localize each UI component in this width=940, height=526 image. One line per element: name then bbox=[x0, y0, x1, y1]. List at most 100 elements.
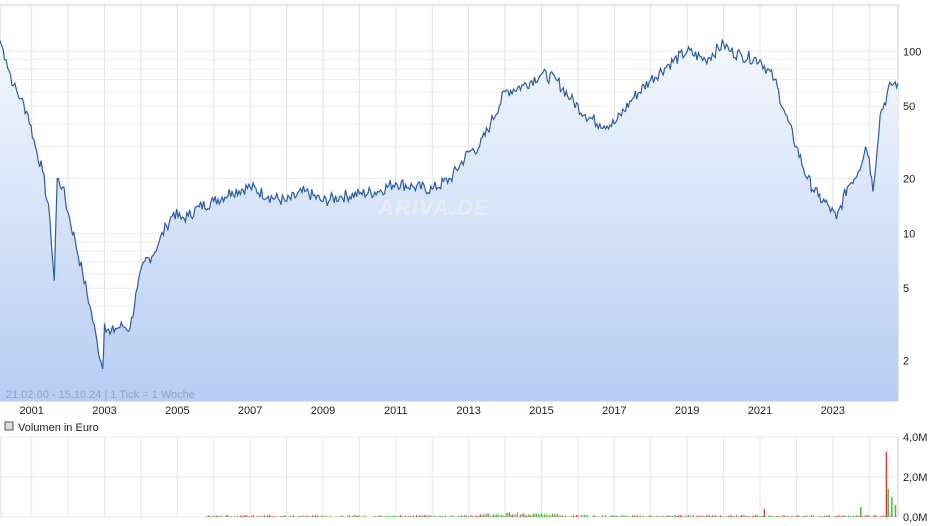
volume-bar bbox=[488, 513, 490, 517]
volume-bar bbox=[804, 515, 806, 517]
volume-bar bbox=[864, 516, 866, 517]
volume-bar bbox=[470, 514, 472, 517]
volume-bar bbox=[206, 515, 208, 517]
volume-bar bbox=[320, 516, 322, 517]
volume-bar bbox=[457, 515, 459, 517]
x-tick-2009: 2009 bbox=[311, 405, 335, 417]
volume-bar bbox=[640, 515, 642, 517]
volume-bar bbox=[460, 515, 462, 517]
volume-bar bbox=[529, 514, 531, 517]
volume-bar bbox=[707, 515, 709, 517]
volume-bar bbox=[544, 514, 546, 517]
volume-legend-icon[interactable] bbox=[4, 421, 14, 431]
volume-bar bbox=[262, 515, 264, 517]
volume-bar bbox=[556, 513, 558, 517]
volume-bar bbox=[283, 515, 285, 517]
volume-bar bbox=[478, 515, 480, 517]
volume-bar bbox=[667, 515, 669, 517]
volume-legend-label: Volumen in Euro bbox=[18, 422, 99, 434]
volume-bar bbox=[238, 516, 240, 517]
volume-bar bbox=[241, 515, 243, 517]
volume-bar bbox=[688, 514, 690, 517]
volume-bar bbox=[792, 516, 794, 517]
volume-bar bbox=[531, 515, 533, 517]
volume-bar bbox=[812, 515, 814, 517]
volume-bar bbox=[523, 512, 525, 517]
volume-bar bbox=[838, 515, 840, 517]
volume-bar bbox=[777, 515, 779, 517]
volume-y-ticks: 4,0M 2,0M 0,0M bbox=[903, 432, 927, 524]
volume-bar bbox=[355, 515, 357, 517]
volume-bar bbox=[646, 516, 648, 517]
volume-bar bbox=[384, 516, 386, 517]
volume-bar bbox=[595, 516, 597, 517]
volume-bar bbox=[449, 516, 451, 517]
volume-bar bbox=[622, 514, 624, 517]
volume-bar bbox=[212, 515, 214, 517]
volume-bar bbox=[552, 513, 554, 517]
volume-bar bbox=[787, 515, 789, 517]
volume-bar bbox=[825, 515, 827, 517]
volume-bar bbox=[692, 515, 694, 517]
volume-bar bbox=[747, 516, 749, 517]
volume-bar bbox=[712, 515, 714, 517]
volume-bar bbox=[289, 515, 291, 517]
volume-bar bbox=[324, 516, 326, 517]
volume-bar bbox=[304, 516, 306, 517]
volume-bar bbox=[310, 515, 312, 517]
volume-y-tick-0,0M: 0,0M bbox=[903, 512, 927, 524]
volume-bar bbox=[427, 515, 429, 517]
volume-bar bbox=[416, 514, 418, 517]
volume-bar bbox=[827, 515, 829, 517]
volume-bar bbox=[699, 515, 701, 517]
volume-bar bbox=[209, 516, 211, 517]
volume-bar bbox=[291, 516, 293, 517]
volume-bar bbox=[380, 515, 382, 517]
volume-bar bbox=[564, 515, 566, 517]
volume-bar bbox=[854, 515, 856, 517]
volume-bar bbox=[353, 514, 355, 517]
volume-bar bbox=[668, 516, 670, 517]
volume-bar bbox=[784, 515, 786, 517]
volume-bar bbox=[364, 516, 366, 517]
volume-bar bbox=[616, 515, 618, 517]
volume-bar bbox=[548, 515, 550, 517]
volume-bar bbox=[686, 515, 688, 517]
volume-bar bbox=[883, 515, 885, 517]
price-area bbox=[0, 39, 898, 402]
volume-bar bbox=[801, 516, 803, 517]
volume-bar bbox=[856, 515, 858, 517]
price-y-ticks: 100 50 20 10 5 2 bbox=[903, 46, 921, 367]
volume-bar bbox=[585, 515, 587, 517]
volume-bar bbox=[887, 489, 889, 517]
volume-bar bbox=[214, 515, 216, 517]
volume-bar bbox=[443, 516, 445, 517]
volume-bar bbox=[280, 515, 282, 517]
volume-bar bbox=[216, 515, 218, 517]
volume-bar bbox=[385, 515, 387, 517]
volume-bar bbox=[868, 515, 870, 517]
volume-bar bbox=[643, 515, 645, 517]
volume-bar bbox=[422, 515, 424, 517]
x-tick-2011: 2011 bbox=[384, 405, 408, 417]
volume-bar bbox=[476, 516, 478, 517]
volume-bar bbox=[876, 516, 878, 517]
volume-bar bbox=[820, 516, 822, 517]
volume-bar bbox=[705, 514, 707, 517]
volume-bar bbox=[500, 514, 502, 517]
volume-bar bbox=[753, 515, 755, 517]
volume-bar bbox=[264, 515, 266, 517]
volume-bar bbox=[515, 514, 517, 517]
x-tick-2015: 2015 bbox=[529, 405, 553, 417]
volume-bar bbox=[580, 515, 582, 517]
volume-bar bbox=[755, 514, 757, 517]
volume-bar bbox=[468, 516, 470, 517]
volume-bar bbox=[582, 515, 584, 517]
volume-bar bbox=[428, 515, 430, 517]
volume-bar bbox=[275, 515, 277, 517]
volume-bar bbox=[596, 516, 598, 517]
volume-bar bbox=[294, 516, 296, 517]
volume-bar bbox=[822, 516, 824, 517]
volume-bar bbox=[435, 516, 437, 517]
volume-bar bbox=[256, 516, 258, 517]
